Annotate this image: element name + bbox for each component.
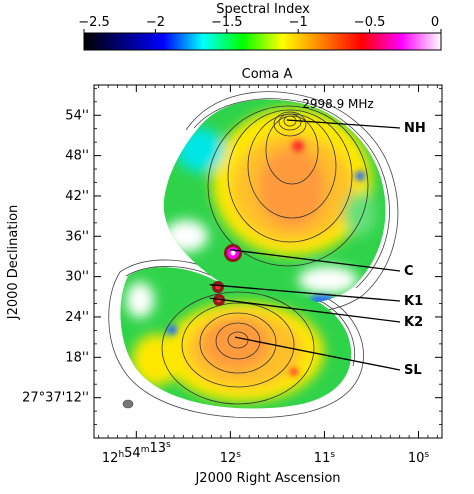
contour-north-1 <box>207 105 369 267</box>
y-tick-label: 24'' <box>65 310 89 325</box>
x-tick-label: 12s <box>220 450 242 466</box>
y-tick-label: 36'' <box>65 229 89 244</box>
annotation-leader-c <box>230 249 401 272</box>
y-tick-label: 27°37'12'' <box>22 391 89 406</box>
annotation-label-k1: K1 <box>404 294 423 309</box>
annotations: NH C K1 K2 SL <box>209 119 426 378</box>
outer-contour-north <box>185 91 399 313</box>
annotation-label-nh: NH <box>404 121 426 136</box>
contour-south-2 <box>181 302 295 388</box>
x-axis: 12h54m13s 12s 11s 10s <box>98 85 438 466</box>
beam-ellipse <box>122 399 134 409</box>
colorbar-tick-label: −0.5 <box>354 15 386 30</box>
y-axis: 54'' 48'' 42'' 36'' 30'' 24'' 18'' 27°37'12'' <box>22 87 442 425</box>
y-tick-label: 42'' <box>65 189 89 204</box>
contour-nh-1 <box>273 111 307 137</box>
annotation-leader-k1 <box>209 284 401 302</box>
annotation-leader-sl <box>234 336 401 371</box>
colorbar-gradient <box>83 32 442 51</box>
colorbar-tick-label: −1 <box>289 15 308 30</box>
colorbar: Spectral Index −2.5 −2 −1.5 −1 −0.5 0 <box>78 2 442 51</box>
x-tick-label: 11s <box>314 450 336 466</box>
core-center <box>230 250 236 256</box>
frequency-label: 2998.9 MHz <box>302 97 373 111</box>
y-tick-label: 18'' <box>65 350 89 365</box>
contour-north-2 <box>227 109 353 243</box>
radio-image <box>108 91 399 419</box>
annotation-label-c: C <box>404 264 414 279</box>
contour-south-3 <box>199 312 277 374</box>
y-axis-title: J2000 Declination <box>6 205 21 321</box>
annotation-leader-nh <box>286 119 401 129</box>
outer-contour-north-2 <box>193 98 390 289</box>
contour-south-1 <box>161 291 315 405</box>
colorbar-tick-label: 0 <box>431 15 439 30</box>
panel-title: Coma A <box>242 67 293 82</box>
colorbar-tick-label: −2.5 <box>78 15 110 30</box>
colorbar-tick-label: −2 <box>146 15 165 30</box>
contour-nh-2 <box>278 113 302 131</box>
y-tick-label: 54'' <box>65 108 89 123</box>
annotation-label-k2: K2 <box>404 315 423 330</box>
contour-south-4 <box>215 322 261 360</box>
annotation-leader-k2 <box>209 297 401 323</box>
x-tick-label: 10s <box>408 450 430 466</box>
x-axis-title: J2000 Right Ascension <box>194 471 340 486</box>
colorbar-tick-label: −1.5 <box>211 15 243 30</box>
colorbar-title: Spectral Index <box>216 2 310 17</box>
annotation-label-sl: SL <box>404 363 422 378</box>
y-tick-label: 48'' <box>65 149 89 164</box>
y-tick-label: 30'' <box>65 270 89 285</box>
x-tick-label: 12h54m13s <box>102 440 171 466</box>
